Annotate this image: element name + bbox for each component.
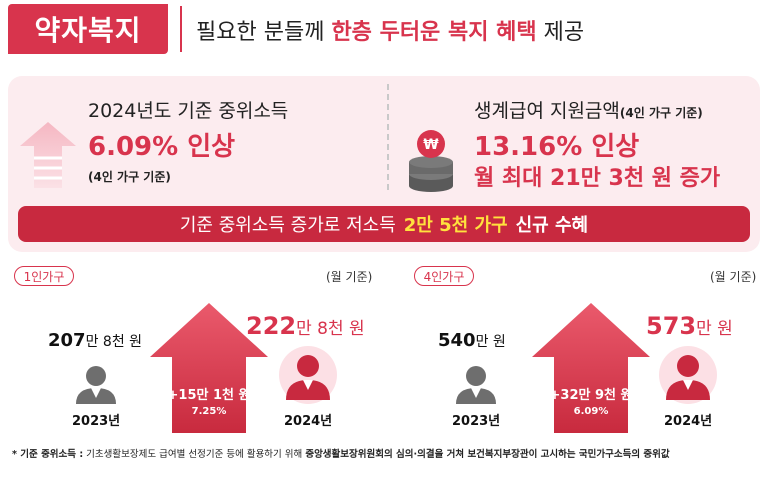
person-icon bbox=[659, 346, 717, 404]
section-tag: 약자복지 bbox=[8, 4, 168, 54]
right-increase: 월 최대 21만 3천 원 증가 bbox=[474, 166, 721, 191]
footnote: * 기준 중위소득 : 기초생활보장제도 급여별 선정기준 등에 활용하기 위해… bbox=[12, 446, 670, 460]
footnote-term: * 기준 중위소득 : bbox=[12, 449, 84, 460]
header-title: 필요한 분들께 한층 두터운 복지 혜택 제공 bbox=[196, 14, 584, 46]
footnote-text: 기초생활보장제도 급여별 선정기준 등에 활용하기 위해 bbox=[86, 449, 303, 460]
right-subtitle-text: 생계급여 지원금액 bbox=[474, 100, 620, 122]
panel-divider bbox=[387, 84, 389, 190]
one-person-2023-value: 207만 8천 원 bbox=[48, 330, 142, 351]
one-person-year-2023: 2023년 bbox=[72, 414, 121, 429]
four-person-year-2024: 2024년 bbox=[664, 414, 713, 429]
left-headline: 6.09% 인상 bbox=[88, 132, 236, 162]
right-headline: 13.16% 인상 bbox=[474, 132, 640, 162]
header-post: 제공 bbox=[543, 20, 585, 45]
four-person-increase: +32만 9천 원 6.09% bbox=[542, 384, 640, 417]
four-person-2024-value: 573만 원 bbox=[646, 312, 733, 340]
header-pre: 필요한 분들께 bbox=[196, 20, 325, 45]
svg-text:₩: ₩ bbox=[423, 137, 439, 153]
one-person-unit: (월 기준) bbox=[326, 270, 373, 284]
person-icon bbox=[456, 366, 496, 404]
one-person-increase-amount: +15만 1천 원 bbox=[167, 388, 251, 403]
four-person-label: 4인가구 bbox=[414, 266, 474, 286]
footnote-definition: 중앙생활보장위원회의 심의·의결을 거쳐 보건복지부장관이 고시하는 국민가구소… bbox=[305, 449, 670, 460]
four-person-2023-rest: 만 원 bbox=[475, 334, 506, 350]
banner-pre: 기준 중위소득 증가로 저소득 bbox=[179, 215, 396, 236]
one-person-2024-main: 222 bbox=[246, 312, 297, 340]
four-person-2023-main: 540 bbox=[438, 330, 476, 351]
four-person-year-2023: 2023년 bbox=[452, 414, 501, 429]
one-person-year-2024: 2024년 bbox=[284, 414, 333, 429]
four-person-2023-value: 540만 원 bbox=[438, 330, 506, 351]
one-person-2024-rest: 만 8천 원 bbox=[296, 319, 365, 339]
left-subtitle: 2024년도 기준 중위소득 bbox=[88, 100, 289, 122]
header-divider bbox=[180, 6, 182, 52]
one-person-2024-value: 222만 8천 원 bbox=[246, 312, 365, 340]
one-person-2023-main: 207 bbox=[48, 330, 86, 351]
four-person-increase-percent: 6.09% bbox=[573, 406, 609, 417]
up-arrow-icon bbox=[20, 122, 76, 188]
person-icon bbox=[76, 366, 116, 404]
one-person-2023-rest: 만 8천 원 bbox=[85, 334, 143, 350]
four-person-unit: (월 기준) bbox=[710, 270, 757, 284]
left-note: (4인 가구 기준) bbox=[88, 170, 171, 184]
four-person-increase-amount: +32만 9천 원 bbox=[549, 388, 633, 403]
banner-post: 신규 수혜 bbox=[515, 215, 589, 236]
one-person-increase: +15만 1천 원 7.25% bbox=[160, 384, 258, 417]
new-beneficiary-banner: 기준 중위소득 증가로 저소득 2만 5천 가구 신규 수혜 bbox=[18, 206, 750, 242]
banner-highlight: 2만 5천 가구 bbox=[403, 215, 508, 236]
person-icon bbox=[279, 346, 337, 404]
one-person-label: 1인가구 bbox=[14, 266, 74, 286]
four-person-2024-main: 573 bbox=[646, 312, 697, 340]
right-subtitle: 생계급여 지원금액(4인 가구 기준) bbox=[474, 96, 703, 123]
house-arrow-icon bbox=[532, 303, 650, 433]
header-highlight: 한층 두터운 복지 혜택 bbox=[331, 20, 537, 45]
one-person-increase-percent: 7.25% bbox=[191, 406, 227, 417]
four-person-2024-rest: 만 원 bbox=[696, 319, 733, 339]
right-subtitle-note: (4인 가구 기준) bbox=[619, 106, 703, 120]
coin-stack-icon: ₩ bbox=[409, 130, 453, 192]
house-arrow-icon bbox=[150, 303, 268, 433]
